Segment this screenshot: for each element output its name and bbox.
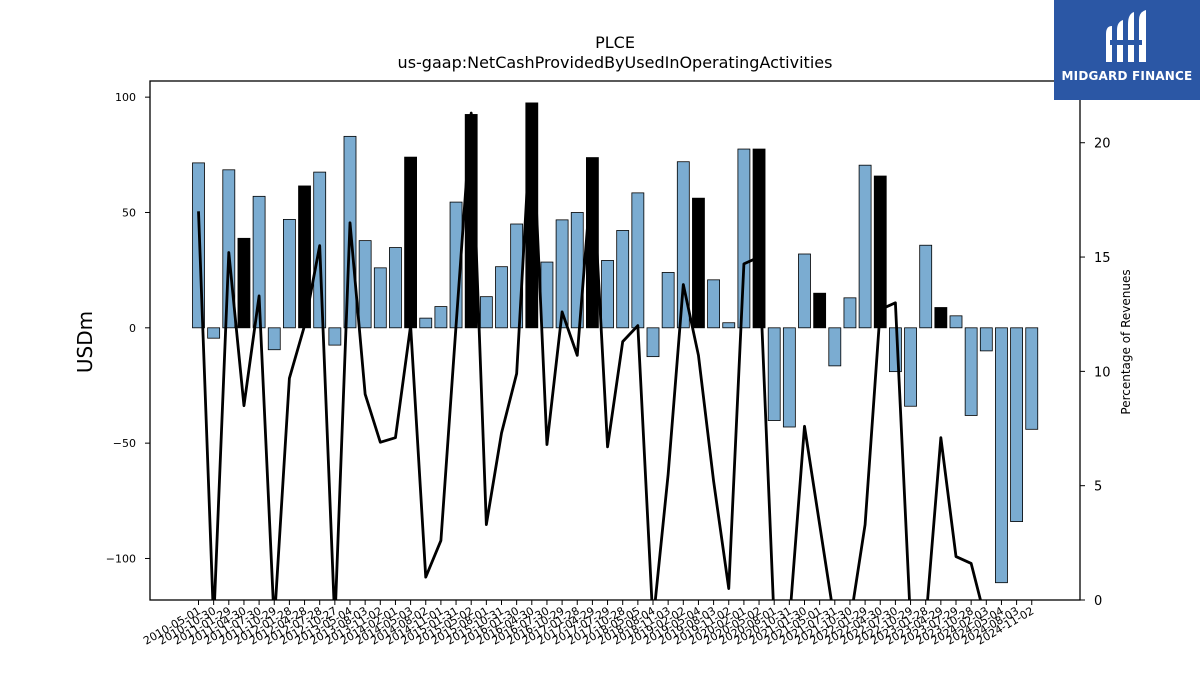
bar-2020-02-01 [767, 327, 781, 421]
bar-2019-05-04 [722, 322, 736, 329]
bar-2017-07-29 [616, 230, 630, 329]
percentage-line [197, 104, 982, 600]
chart-subtitle: us-gaap:NetCashProvidedByUsedInOperating… [398, 53, 833, 72]
bar-2021-07-31 [858, 164, 872, 329]
bar-2021-01-30 [828, 327, 842, 367]
bar-2015-05-02 [479, 296, 493, 329]
bar-2014-08-02 [434, 306, 448, 329]
bar-2023-04-29 [964, 327, 978, 416]
logo-text: MIDGARD FINANCE [1061, 69, 1193, 83]
bar-2017-04-29 [601, 260, 614, 329]
bar-2016-04-30 [540, 261, 554, 329]
y-tick-label: 50 [122, 206, 136, 219]
bar-2022-07-30 [919, 244, 933, 329]
bar-2019-08-03 [737, 148, 751, 329]
y2-tick-label: 15 [1094, 251, 1111, 266]
bar-2011-01-29 [237, 237, 251, 329]
y-tick-label: 100 [115, 91, 136, 104]
bar-2020-05-02 [782, 327, 796, 428]
bar-2023-07-29 [979, 327, 993, 352]
bar-2019-11-02 [752, 148, 766, 329]
y2-tick-label: 0 [1094, 594, 1102, 609]
bar-2010-07-31 [207, 327, 221, 339]
line-layer [197, 104, 982, 600]
bar-2013-11-02 [389, 247, 402, 329]
bar-2013-05-04 [358, 240, 372, 329]
bar-2017-10-28 [631, 192, 645, 329]
y-tick-label: −50 [113, 437, 136, 450]
midgard-logo-icon [1106, 10, 1146, 62]
bars-layer [192, 102, 1039, 584]
bar-2011-07-30 [267, 327, 281, 351]
bar-2020-08-01 [798, 253, 811, 329]
bar-2023-10-28 [995, 327, 1008, 584]
bar-2020-10-31 [813, 292, 827, 329]
chart-title: PLCE [595, 33, 635, 52]
axes-layer: −100−50050100051015202010-05-012010-10-3… [106, 80, 1111, 648]
bar-2016-07-30 [555, 219, 569, 329]
bar-2018-05-05 [661, 272, 675, 329]
y2-tick-label: 20 [1094, 137, 1111, 152]
bar-2011-10-29 [282, 218, 296, 329]
bar-2021-05-01 [843, 297, 857, 329]
plot-frame [149, 80, 1081, 601]
bar-2018-02-03 [646, 327, 660, 358]
bar-2013-08-03 [373, 267, 387, 329]
bar-2019-02-02 [707, 279, 720, 329]
bar-2011-04-30 [252, 195, 266, 329]
bar-2021-10-30 [873, 175, 887, 329]
y-axis-label: USDm [73, 311, 97, 373]
bar-2015-08-01 [495, 266, 508, 329]
bar-2022-10-29 [934, 307, 948, 329]
y2-tick-label: 10 [1094, 365, 1111, 380]
bar-2014-05-03 [419, 317, 433, 329]
bar-2014-02-01 [404, 156, 418, 329]
bar-2022-04-30 [904, 327, 917, 407]
y2-axis-label: Percentage of Revenues [1119, 269, 1133, 414]
bar-2023-01-28 [949, 315, 963, 329]
bar-2024-05-04 [1025, 327, 1039, 430]
bar-2024-02-03 [1010, 327, 1023, 522]
y-tick-label: −100 [106, 552, 136, 565]
y2-tick-label: 5 [1094, 480, 1102, 495]
midgard-finance-logo: MIDGARD FINANCE [1054, 0, 1200, 100]
bar-2012-07-28 [328, 327, 342, 346]
y-tick-label: 0 [129, 322, 136, 335]
bar-2018-08-04 [676, 161, 690, 329]
bar-2018-11-03 [692, 197, 705, 329]
